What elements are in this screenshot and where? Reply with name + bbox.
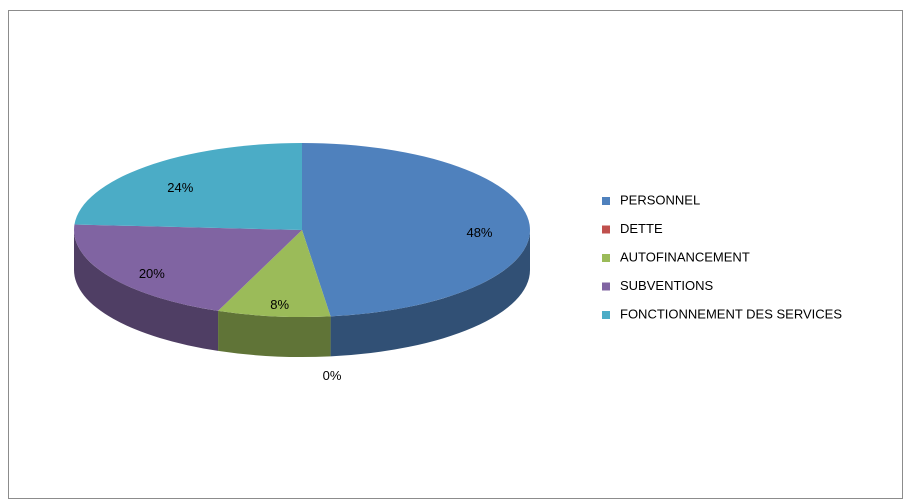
legend: PERSONNEL DETTE AUTOFINANCEMENT SUBVENTIONS… [602,192,842,321]
pie-side [74,230,219,351]
data-label: 48% [466,225,492,240]
pie-tops [74,143,530,317]
legend-swatch [602,254,610,262]
legend-swatch [602,282,610,291]
legend-swatch [602,197,610,205]
pie-sides [74,230,530,357]
data-label: 20% [139,266,165,281]
pie-slice [74,224,302,311]
legend-label: DETTE [620,221,663,236]
legend-label: SUBVENTIONS [620,278,714,293]
legend-swatch [602,225,610,234]
data-label: 24% [167,180,193,195]
pie-side [330,230,530,357]
legend-label: PERSONNEL [620,192,700,207]
pie-slice [302,143,530,317]
legend-label: AUTOFINANCEMENT [620,249,750,264]
pie-side [218,310,331,357]
data-labels: 48% 0% 8% 20% 24% [139,180,493,383]
pie-slice [218,230,331,317]
data-label: 0% [323,368,342,383]
pie-slice [74,143,302,230]
data-label: 8% [270,297,289,312]
legend-swatch [602,311,610,319]
legend-label: FONCTIONNEMENT DES SERVICES [620,306,842,321]
